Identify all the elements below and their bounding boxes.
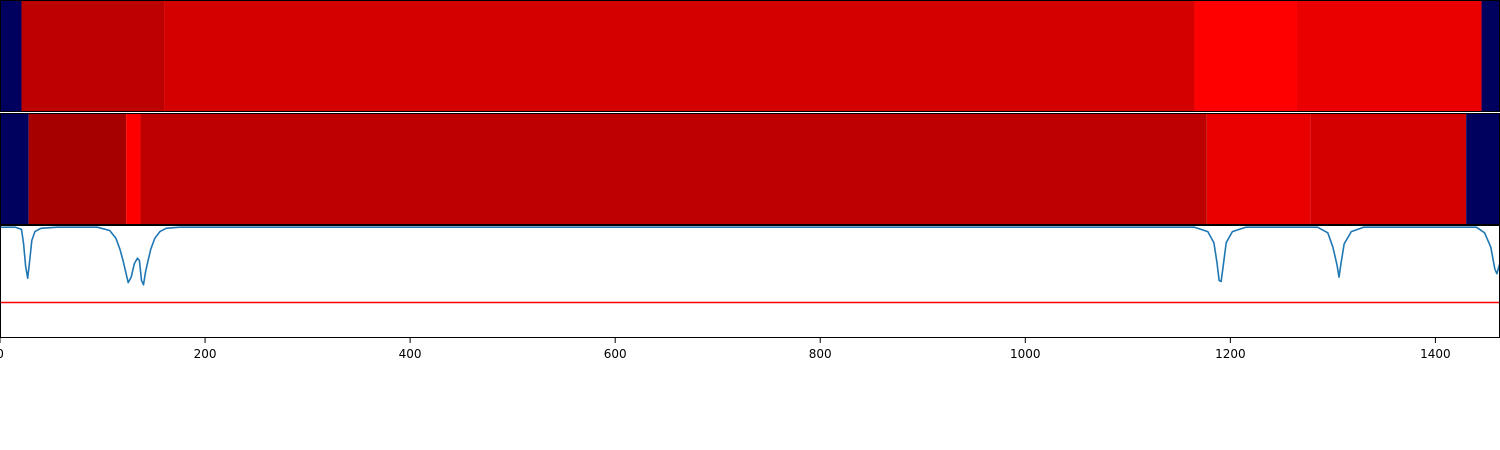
x-tick-label: 600	[604, 347, 627, 361]
x-tick-label: 800	[809, 347, 832, 361]
heatmap-cell	[1297, 0, 1482, 112]
heatmap-panel-top	[0, 0, 1500, 112]
heatmap-cell	[140, 113, 1206, 225]
heatmap-cell	[126, 113, 140, 225]
heatmap-cell	[1194, 0, 1297, 112]
heatmap-cell	[29, 113, 126, 225]
x-tick-label: 1000	[1010, 347, 1041, 361]
series-line	[0, 227, 1500, 285]
heatmap-cell	[0, 0, 22, 112]
heatmap-cell	[22, 0, 165, 112]
line-panel-bottom: 0 200 400 600 800 1000 1200 1400	[0, 226, 1500, 362]
heatmap-cell	[1310, 113, 1466, 225]
heatmap-cell	[1207, 113, 1311, 225]
heatmap-panel-middle	[0, 113, 1500, 225]
heatmap-cell	[164, 0, 1194, 112]
x-tick-label: 200	[194, 347, 217, 361]
line-panel-frame	[1, 226, 1500, 338]
heatmap-cell	[1482, 0, 1500, 112]
x-tick-label: 0	[0, 347, 4, 361]
heatmap-cell	[0, 113, 29, 225]
heatmap-cell	[1466, 113, 1500, 225]
x-tick-label: 400	[399, 347, 422, 361]
x-tick-label: 1200	[1215, 347, 1246, 361]
x-tick-label: 1400	[1420, 347, 1451, 361]
line-plot-area	[0, 227, 1500, 302]
